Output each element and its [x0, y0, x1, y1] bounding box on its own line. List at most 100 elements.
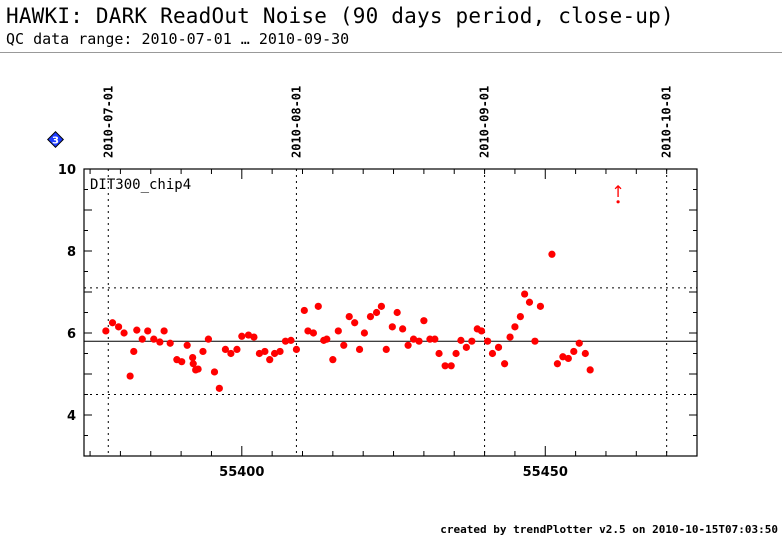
- data-point: [351, 319, 359, 327]
- plot-frame: [83, 168, 698, 457]
- data-point: [233, 345, 241, 353]
- data-point: [581, 349, 589, 358]
- data-point: [250, 333, 258, 341]
- data-point: [345, 313, 353, 321]
- data-range-subtitle: QC data range: 2010-07-01 … 2010-09-30: [6, 30, 350, 48]
- data-point: [435, 349, 443, 358]
- data-point: [511, 323, 519, 331]
- data-point: [281, 337, 290, 345]
- data-point: [120, 329, 128, 337]
- data-point: [506, 333, 514, 341]
- data-point: [377, 302, 385, 310]
- data-point: [189, 360, 197, 368]
- data-point: [355, 345, 364, 353]
- data-point: [114, 323, 123, 331]
- data-point: [488, 349, 497, 358]
- data-point: [334, 327, 342, 335]
- outlier-arrow-icon: ↑: [611, 182, 624, 201]
- data-point: [304, 327, 312, 335]
- y-axis: 4 6 8 10: [58, 163, 697, 457]
- data-point: [183, 341, 191, 349]
- data-point: [156, 338, 164, 346]
- data-point: [261, 347, 269, 356]
- data-point: [287, 336, 295, 344]
- date-marker-label: 2010-10-01: [660, 86, 674, 158]
- data-point: [126, 372, 134, 380]
- x-tick-label: 55400: [219, 465, 264, 480]
- data-point: [501, 360, 509, 368]
- date-marker-label: 2010-09-01: [478, 86, 492, 158]
- data-point: [575, 339, 583, 347]
- chart-title: HAWKI: DARK ReadOut Noise (90 days perio…: [6, 4, 674, 28]
- data-point: [292, 345, 301, 353]
- outlier-point: [616, 200, 620, 204]
- data-point: [108, 319, 117, 327]
- data-point: [255, 349, 264, 358]
- data-point: [199, 347, 207, 356]
- data-point: [329, 356, 337, 364]
- data-point: [166, 339, 174, 347]
- y-tick-label: 8: [67, 245, 76, 260]
- data-point: [564, 354, 572, 363]
- data-point: [586, 366, 594, 374]
- data-point: [388, 323, 396, 331]
- data-point: [548, 250, 556, 258]
- data-point: [210, 368, 219, 376]
- data-point: [399, 325, 407, 333]
- data-point: [360, 329, 369, 337]
- badge[interactable]: 3: [47, 131, 64, 148]
- data-point: [270, 349, 279, 358]
- data-point: [266, 356, 274, 364]
- y-tick-label: 10: [58, 163, 76, 178]
- data-point: [372, 308, 381, 317]
- x-tick-label: 55450: [523, 465, 568, 480]
- data-point: [553, 360, 562, 368]
- x-axis: 55400 55450: [89, 169, 698, 480]
- data-point: [494, 343, 503, 351]
- data-point: [102, 327, 110, 335]
- data-point: [221, 345, 230, 353]
- reference-lines: [84, 287, 697, 395]
- data-point: [300, 306, 308, 315]
- badge-label: 3: [52, 136, 59, 147]
- data-point: [447, 362, 455, 370]
- data-point: [204, 335, 213, 343]
- outlier-marker: ↑: [611, 182, 625, 204]
- data-point: [409, 335, 418, 343]
- data-point: [420, 317, 428, 325]
- data-point: [559, 353, 567, 361]
- data-point: [404, 341, 412, 349]
- data-point: [516, 313, 524, 321]
- data-point: [133, 326, 141, 334]
- header-divider: [0, 52, 782, 53]
- data-point: [570, 347, 578, 356]
- data-point: [138, 335, 146, 343]
- data-point: [468, 337, 476, 345]
- data-point: [340, 341, 348, 349]
- data-point: [194, 365, 202, 373]
- data-point: [457, 336, 465, 344]
- data-point: [144, 327, 152, 335]
- footer-credit: created by trendPlotter v2.5 on 2010-10-…: [440, 523, 778, 536]
- data-point: [244, 331, 253, 339]
- data-point: [521, 290, 529, 298]
- data-point: [160, 327, 168, 335]
- data-point: [178, 358, 186, 366]
- panel-label: DIT300_chip4: [90, 177, 191, 193]
- data-point: [382, 345, 390, 353]
- y-tick-label: 4: [67, 409, 76, 424]
- data-point: [366, 313, 375, 321]
- badge-diamond-icon: [47, 131, 64, 148]
- data-point: [484, 337, 492, 345]
- data-point: [215, 384, 223, 392]
- date-markers: 2010-07-01 2010-08-01 2010-09-01 2010-10-01: [101, 86, 674, 456]
- data-point: [525, 298, 534, 306]
- data-point: [415, 337, 423, 345]
- data-point: [462, 343, 470, 351]
- data-point: [477, 327, 486, 335]
- data-point: [531, 337, 539, 345]
- data-point: [276, 347, 284, 356]
- data-point: [536, 302, 545, 310]
- data-point: [323, 335, 331, 343]
- data-point: [314, 302, 322, 310]
